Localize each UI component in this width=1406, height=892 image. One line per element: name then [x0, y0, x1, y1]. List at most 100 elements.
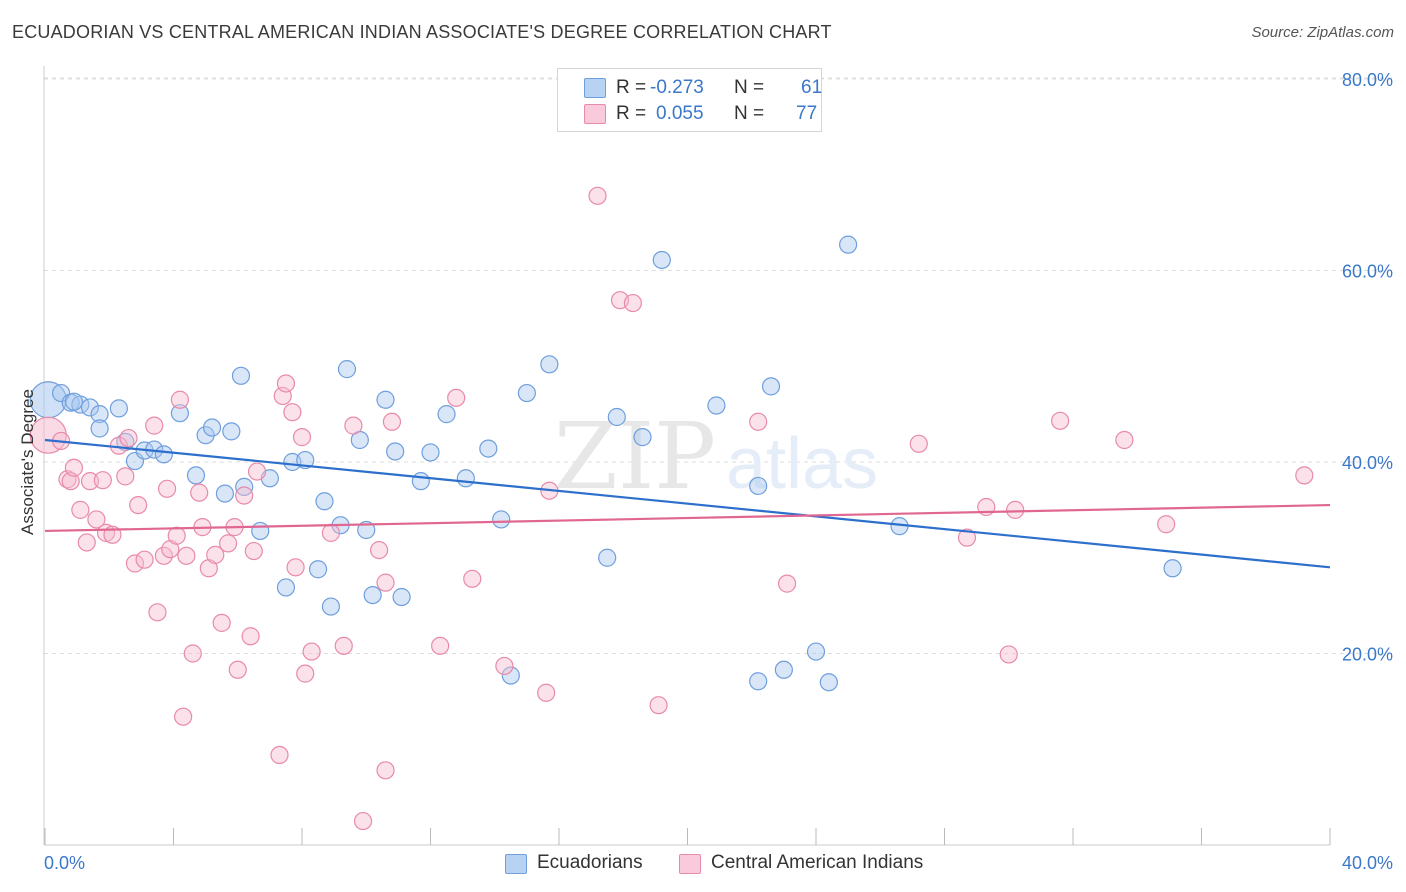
data-point — [174, 707, 193, 726]
data-point — [183, 644, 202, 663]
data-point — [241, 627, 260, 646]
y-tick-label: 40.0% — [1342, 453, 1393, 473]
data-point — [1115, 430, 1134, 450]
data-point — [135, 550, 154, 569]
data-point — [777, 574, 797, 593]
source-label: Source: ZipAtlas.com — [1251, 24, 1394, 41]
data-point — [761, 377, 781, 396]
data-point — [447, 388, 466, 407]
data-point — [337, 360, 357, 379]
y-tick-label: 20.0% — [1342, 645, 1393, 665]
legend-swatch-blue — [505, 854, 527, 874]
data-point — [292, 428, 312, 447]
data-point — [87, 510, 106, 529]
data-point — [392, 587, 411, 607]
legend-item-ecuadorians: Ecuadorians — [505, 852, 655, 876]
data-point — [540, 355, 559, 374]
data-point — [1051, 411, 1070, 430]
data-point — [90, 419, 109, 438]
watermark-atlas: atlas — [726, 424, 878, 504]
data-point — [376, 761, 395, 780]
data-point — [206, 545, 225, 564]
data-point — [212, 613, 231, 632]
data-point — [376, 573, 395, 592]
data-point — [125, 554, 145, 573]
data-point — [244, 541, 263, 561]
data-point — [276, 578, 296, 597]
data-point — [909, 434, 928, 453]
data-point — [276, 374, 296, 393]
stats-legend: R = -0.273 N = 61 R = 0.055 N = 77 — [557, 68, 822, 132]
trend-lines — [44, 438, 1331, 569]
data-point — [999, 645, 1018, 664]
trend-line — [44, 438, 1331, 569]
data-point — [93, 471, 112, 490]
data-point — [51, 383, 71, 403]
data-point — [80, 398, 100, 417]
data-point — [270, 745, 289, 765]
data-point — [202, 418, 222, 437]
data-point — [1157, 515, 1176, 534]
data-point — [353, 811, 373, 831]
y-tick-label: 60.0% — [1342, 262, 1393, 282]
data-point — [588, 186, 607, 205]
data-point — [235, 486, 254, 505]
data-point — [148, 603, 167, 622]
data-point — [145, 416, 164, 435]
data-point — [839, 235, 858, 254]
data-point — [537, 683, 556, 702]
y-tick-label: 80.0% — [1342, 70, 1393, 90]
x-tick-label: 0.0% — [44, 853, 85, 873]
data-point — [749, 476, 768, 496]
watermark-zip: ZIP — [554, 403, 716, 510]
watermark: ZIP atlas — [554, 403, 878, 510]
legend-item-central-american-indians: Central American Indians — [679, 852, 959, 876]
trend-line — [44, 503, 1331, 533]
data-point — [80, 472, 100, 491]
data-point — [157, 479, 177, 498]
data-point — [652, 250, 671, 270]
data-point — [154, 546, 173, 565]
data-point — [170, 404, 190, 423]
grid-layer — [44, 77, 1394, 654]
data-point — [61, 472, 80, 491]
data-point — [77, 533, 96, 552]
n-value: 61 — [801, 77, 823, 98]
data-point — [649, 696, 668, 715]
data-point — [129, 495, 148, 515]
data-point — [219, 534, 238, 553]
n-label: N = — [734, 103, 765, 124]
data-point — [957, 528, 977, 547]
data-point — [437, 405, 456, 424]
data-point — [334, 636, 353, 655]
data-point — [463, 569, 482, 588]
data-point — [283, 403, 302, 422]
data-point — [749, 412, 768, 431]
pink-swatch — [584, 104, 606, 124]
data-point — [64, 458, 84, 477]
data-point — [90, 405, 109, 424]
data-point — [479, 439, 498, 458]
data-point — [382, 412, 402, 431]
data-point — [1163, 559, 1182, 578]
axis-labels: 20.0% 40.0% 60.0% 80.0% 0.0% 40.0% Associate's… — [18, 70, 1393, 873]
chart-title: ECUADORIAN VS CENTRAL AMERICAN INDIAN AS… — [12, 22, 832, 42]
data-point — [370, 540, 389, 560]
data-point — [386, 442, 405, 461]
data-point — [251, 521, 270, 541]
data-point — [116, 467, 135, 486]
data-point — [215, 484, 234, 503]
data-point — [286, 558, 305, 577]
data-point — [806, 642, 826, 661]
data-point — [819, 673, 838, 692]
data-point — [177, 546, 196, 565]
data-point — [456, 469, 475, 488]
data-point — [421, 443, 440, 462]
data-point — [431, 636, 450, 655]
data-point — [222, 422, 241, 441]
data-point — [308, 560, 328, 579]
data-point — [296, 664, 315, 683]
data-point — [411, 472, 430, 491]
data-point — [492, 510, 511, 529]
